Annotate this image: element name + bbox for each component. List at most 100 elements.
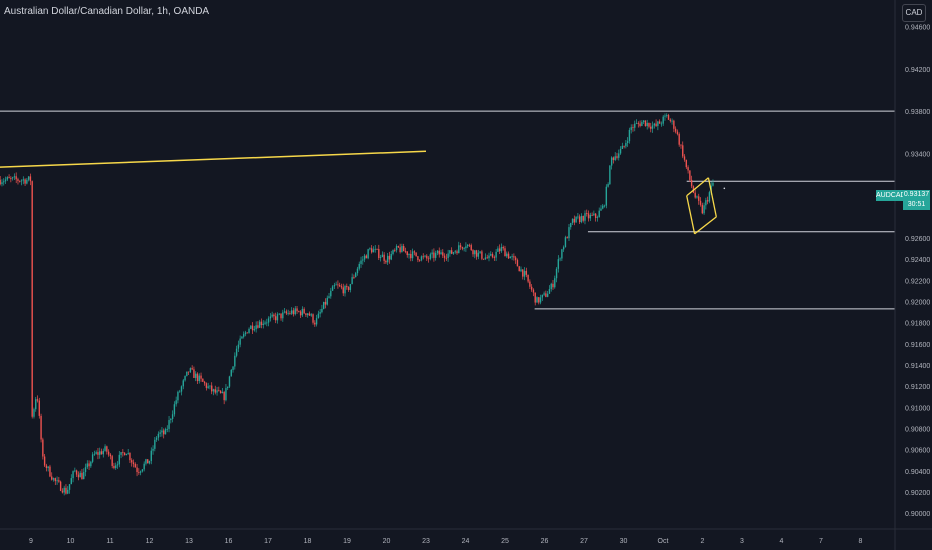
candle-body [209, 385, 211, 387]
candle-body [477, 252, 480, 257]
time-tick-label: 25 [501, 538, 509, 545]
candle-body [214, 389, 216, 393]
candle-body [138, 472, 140, 473]
candle-body [475, 250, 478, 257]
candle-body [417, 256, 419, 260]
candle-body [625, 143, 627, 147]
candle-body [141, 469, 144, 472]
channel-side-line[interactable] [707, 177, 717, 218]
channel-side-line[interactable] [686, 195, 696, 234]
candle-body [123, 452, 126, 456]
candle-body [223, 391, 225, 401]
price-tick-label: 0.91200 [905, 384, 930, 391]
price-tick-label: 0.90000 [905, 511, 930, 518]
candle-body [370, 248, 373, 253]
candle-body [111, 456, 113, 466]
candle-body [696, 196, 698, 198]
candle-body [584, 213, 586, 221]
candle-body [132, 462, 135, 465]
candle-body [189, 368, 192, 373]
candle-body [536, 297, 538, 303]
candle-body [450, 250, 453, 254]
candle-body [161, 430, 163, 433]
candle-body [511, 256, 513, 258]
candle-body [22, 179, 24, 181]
candle-body [520, 269, 522, 272]
candle-body [555, 268, 558, 279]
candle-body [646, 122, 648, 127]
candle-body [495, 251, 497, 258]
candle-body [459, 245, 462, 248]
candle-body [131, 460, 133, 463]
candle-body [452, 252, 455, 254]
price-channel-drawing[interactable] [686, 177, 726, 235]
time-tick-label: 11 [106, 538, 113, 545]
candle-body [228, 376, 231, 387]
candle-body [383, 254, 385, 261]
candle-body [395, 246, 398, 251]
currency-button[interactable]: CAD [902, 4, 926, 22]
candle-body [145, 459, 147, 464]
candle-body [394, 250, 396, 251]
candle-body [399, 247, 401, 253]
candle-body [534, 292, 536, 303]
candle-body [212, 389, 215, 392]
price-tick-label: 0.92600 [905, 236, 930, 243]
candle-body [221, 391, 224, 394]
price-tick-label: 0.93800 [905, 109, 930, 116]
channel-upper-line[interactable] [686, 177, 709, 197]
candle-body [97, 452, 99, 455]
candle-body [225, 388, 227, 401]
candle-body [546, 293, 549, 297]
bar-countdown: 30:51 [907, 201, 926, 208]
candle-body [671, 120, 673, 122]
candle-body [267, 318, 270, 323]
candle-body [369, 248, 371, 250]
candle-body [623, 145, 625, 147]
candle-body [641, 122, 643, 126]
candle-body [392, 250, 394, 254]
cursor-dot [723, 187, 726, 190]
price-axis[interactable]: 0.94600 0.94200 0.93800 0.93400 0.92600 0.924… [905, 24, 930, 518]
last-price-label: 0.93137 30:51 [903, 190, 930, 210]
candle-body [381, 254, 384, 258]
candle-body [147, 459, 149, 464]
time-tick-label: 10 [67, 538, 75, 545]
candle-body [639, 123, 641, 126]
trendline[interactable] [0, 150, 427, 168]
candle-body [596, 217, 599, 218]
candle-body [363, 255, 366, 260]
candle-body [491, 254, 494, 258]
trendline-segment[interactable] [0, 150, 427, 168]
candle-body [525, 270, 528, 275]
candle-body [54, 478, 56, 482]
candle-body [218, 390, 220, 392]
candle-body [3, 181, 5, 183]
candle-body [518, 266, 520, 272]
candle-body [296, 308, 298, 312]
candle-body [378, 249, 380, 258]
candle-body [379, 257, 382, 258]
candle-body [143, 463, 145, 470]
price-tick-label: 0.90600 [905, 448, 930, 455]
candle-body [530, 286, 533, 290]
channel-lower-line[interactable] [694, 216, 717, 235]
candle-body [74, 470, 76, 472]
candle-body [179, 391, 181, 393]
candle-body [607, 184, 609, 187]
time-tick-label: 2 [701, 538, 705, 545]
candle-body [682, 145, 684, 157]
time-axis[interactable]: 9 10 11 12 13 16 17 18 19 20 23 24 25 26 27 30 Oct 2 3 4 7 8 [29, 538, 863, 545]
candle-body [109, 454, 112, 457]
candle-body [644, 120, 647, 127]
candle-body [166, 428, 168, 430]
time-tick-label: 23 [422, 538, 430, 545]
candle-body [168, 420, 170, 429]
candle-body [273, 314, 275, 317]
candle-body [198, 375, 200, 382]
horizontal-levels[interactable] [0, 110, 895, 310]
candle-body [321, 308, 323, 313]
candle-body [372, 249, 375, 253]
candle-body [690, 179, 693, 187]
